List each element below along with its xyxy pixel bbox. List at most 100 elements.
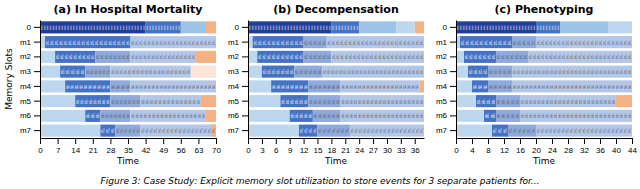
y-tick: m3 xyxy=(228,67,248,76)
bar-segment xyxy=(294,66,322,78)
bar-segment xyxy=(110,95,140,107)
x-tick-mark xyxy=(401,138,402,144)
x-tick-label: 9 xyxy=(288,146,293,155)
bar-segment xyxy=(484,110,496,122)
x-tick: 20 xyxy=(532,138,541,155)
y-tick-label: m4 xyxy=(20,82,32,91)
bar-segment xyxy=(536,36,632,48)
bar-segment xyxy=(196,51,216,63)
x-tick: 6 xyxy=(274,138,279,155)
x-tick: 28 xyxy=(564,138,573,155)
segment-label: m7 m7 m7 m7 m7 m7 m7 m7 m7 m7 m7 m7 m7 m… xyxy=(142,127,216,134)
segment-label: m3 m3 m3 m3 m3 m3 xyxy=(86,68,109,75)
bar-segment xyxy=(40,125,100,137)
bar-segment xyxy=(45,36,130,48)
segment-label: m7 m7 m7 xyxy=(493,127,507,134)
x-tick-label: 7 xyxy=(56,146,61,155)
segment-labels: 0 0 0 0 0 0 0 0 0 0 0 0 0 0 0 0 0 0 0 0 … xyxy=(457,24,631,134)
x-tick-label: 24 xyxy=(548,146,557,155)
bar-segment xyxy=(419,80,424,92)
x-tick-mark xyxy=(58,138,59,144)
y-tick: m4 xyxy=(20,82,40,91)
x-tick: 44 xyxy=(628,138,637,155)
x-tick-mark xyxy=(110,138,111,144)
x-tick: 36 xyxy=(596,138,605,155)
y-tick-label: m5 xyxy=(20,97,32,106)
segment-label: m6 m6 m6 m6 m6 m6 m6 xyxy=(101,112,129,119)
bar-segment xyxy=(248,95,280,107)
x-tick-label: 70 xyxy=(212,146,221,155)
x-tick-label: 36 xyxy=(596,146,605,155)
segment-label: m2 m2 m2 m2 m2 m2 m2 xyxy=(465,53,495,60)
segment-label: m7 m7 m7 m7 xyxy=(300,127,317,134)
bar-segment xyxy=(512,80,632,92)
segment-label: m1 m1 m1 m1 m1 m1 m1 m1 m1 m1 m1 xyxy=(461,39,511,46)
x-tick: 0 xyxy=(246,138,251,155)
figure: 0 0 0 0 0 0 0 0 0 0 0 0 0 0 0 0 0 0 0 0 … xyxy=(0,0,640,189)
bar-segment xyxy=(40,51,55,63)
x-tick-label: 6 xyxy=(274,146,279,155)
y-tick-mark xyxy=(34,130,40,131)
bar-segment xyxy=(110,80,130,92)
segment-label: m7 m7 m7 m7 m7 m7 m7 xyxy=(318,127,349,134)
y-axis: 0m1m2m3m4m5m6m7 xyxy=(228,21,249,139)
x-axis: 07142128354249566370 xyxy=(38,138,221,155)
bar-segment xyxy=(560,21,608,33)
segment-label: m7 m7 m7 m7 m7 m7 m7 m7 m7 m7 m7 m7 m7 m… xyxy=(351,127,423,134)
x-tick-label: 33 xyxy=(397,146,406,155)
y-tick: m1 xyxy=(228,38,248,47)
segment-label: m3 m3 m3 m3 xyxy=(469,68,487,75)
y-tick-mark xyxy=(450,42,456,43)
y-tick-label: m7 xyxy=(228,126,240,135)
x-tick-mark xyxy=(216,138,217,144)
y-tick-label: m6 xyxy=(20,111,32,120)
y-tick: m2 xyxy=(20,52,40,61)
bar-segment xyxy=(248,66,262,78)
x-tick-label: 36 xyxy=(411,146,420,155)
segment-label: m6 m6 m6 m6 m6 m6 xyxy=(314,112,340,119)
y-tick: 0 xyxy=(443,23,456,32)
bar-segment xyxy=(472,80,488,92)
panel: 0 0 0 0 0 0 0 0 0 0 0 0 0 0 0 0 0 0 0 0 … xyxy=(228,3,425,166)
bar-segment xyxy=(496,95,520,107)
y-tick-label: m3 xyxy=(436,67,448,76)
y-tick-mark xyxy=(450,101,456,102)
bar-segment xyxy=(141,95,201,107)
bar-segment xyxy=(415,21,424,33)
x-tick-label: 49 xyxy=(159,146,168,155)
x-tick-label: 44 xyxy=(628,146,637,155)
segment-label: m6 m6 m6 m6 m6 m6 m6 m6 m6 m6 m6 m6 m6 m… xyxy=(342,112,424,119)
y-tick-mark xyxy=(450,130,456,131)
x-tick: 30 xyxy=(383,138,392,155)
x-tick: 8 xyxy=(486,138,491,155)
segment-label: m7 m7 m7 m7 m7 m7 m7 m7 m7 m7 m7 m7 m7 m… xyxy=(537,127,631,134)
y-tick: m4 xyxy=(228,82,248,91)
bar-segment xyxy=(55,51,95,63)
y-tick-mark xyxy=(34,86,40,87)
x-tick-label: 56 xyxy=(177,146,186,155)
bar-segment xyxy=(257,51,303,63)
x-tick-mark xyxy=(304,138,305,144)
y-tick-label: m1 xyxy=(436,38,448,47)
y-tick: 0 xyxy=(27,23,40,32)
bar-segment xyxy=(146,21,181,33)
x-tick-label: 24 xyxy=(355,146,364,155)
x-tick-label: 0 xyxy=(454,146,459,155)
bar-segment xyxy=(40,95,75,107)
x-tick: 12 xyxy=(300,138,309,155)
bar-segment xyxy=(40,110,85,122)
panel: 0 0 0 0 0 0 0 0 0 0 0 0 0 0 0 0 0 0 0 0 … xyxy=(436,3,638,166)
segment-label: m3 m3 m3 m3 m3 xyxy=(61,68,84,75)
y-tick-mark xyxy=(242,42,248,43)
y-tick-label: m3 xyxy=(20,67,32,76)
x-tick-mark xyxy=(415,138,416,144)
x-tick-label: 20 xyxy=(532,146,541,155)
x-tick-mark xyxy=(345,138,346,144)
bar-segment xyxy=(248,51,257,63)
x-tick-label: 3 xyxy=(260,146,265,155)
bar-segment xyxy=(191,66,216,78)
y-tick-label: m2 xyxy=(228,52,240,61)
segment-label: m5 m5 m5 m5 m5 m5 m5 m5 xyxy=(76,98,109,105)
x-tick-mark xyxy=(290,138,291,144)
x-tick-label: 28 xyxy=(106,146,115,155)
